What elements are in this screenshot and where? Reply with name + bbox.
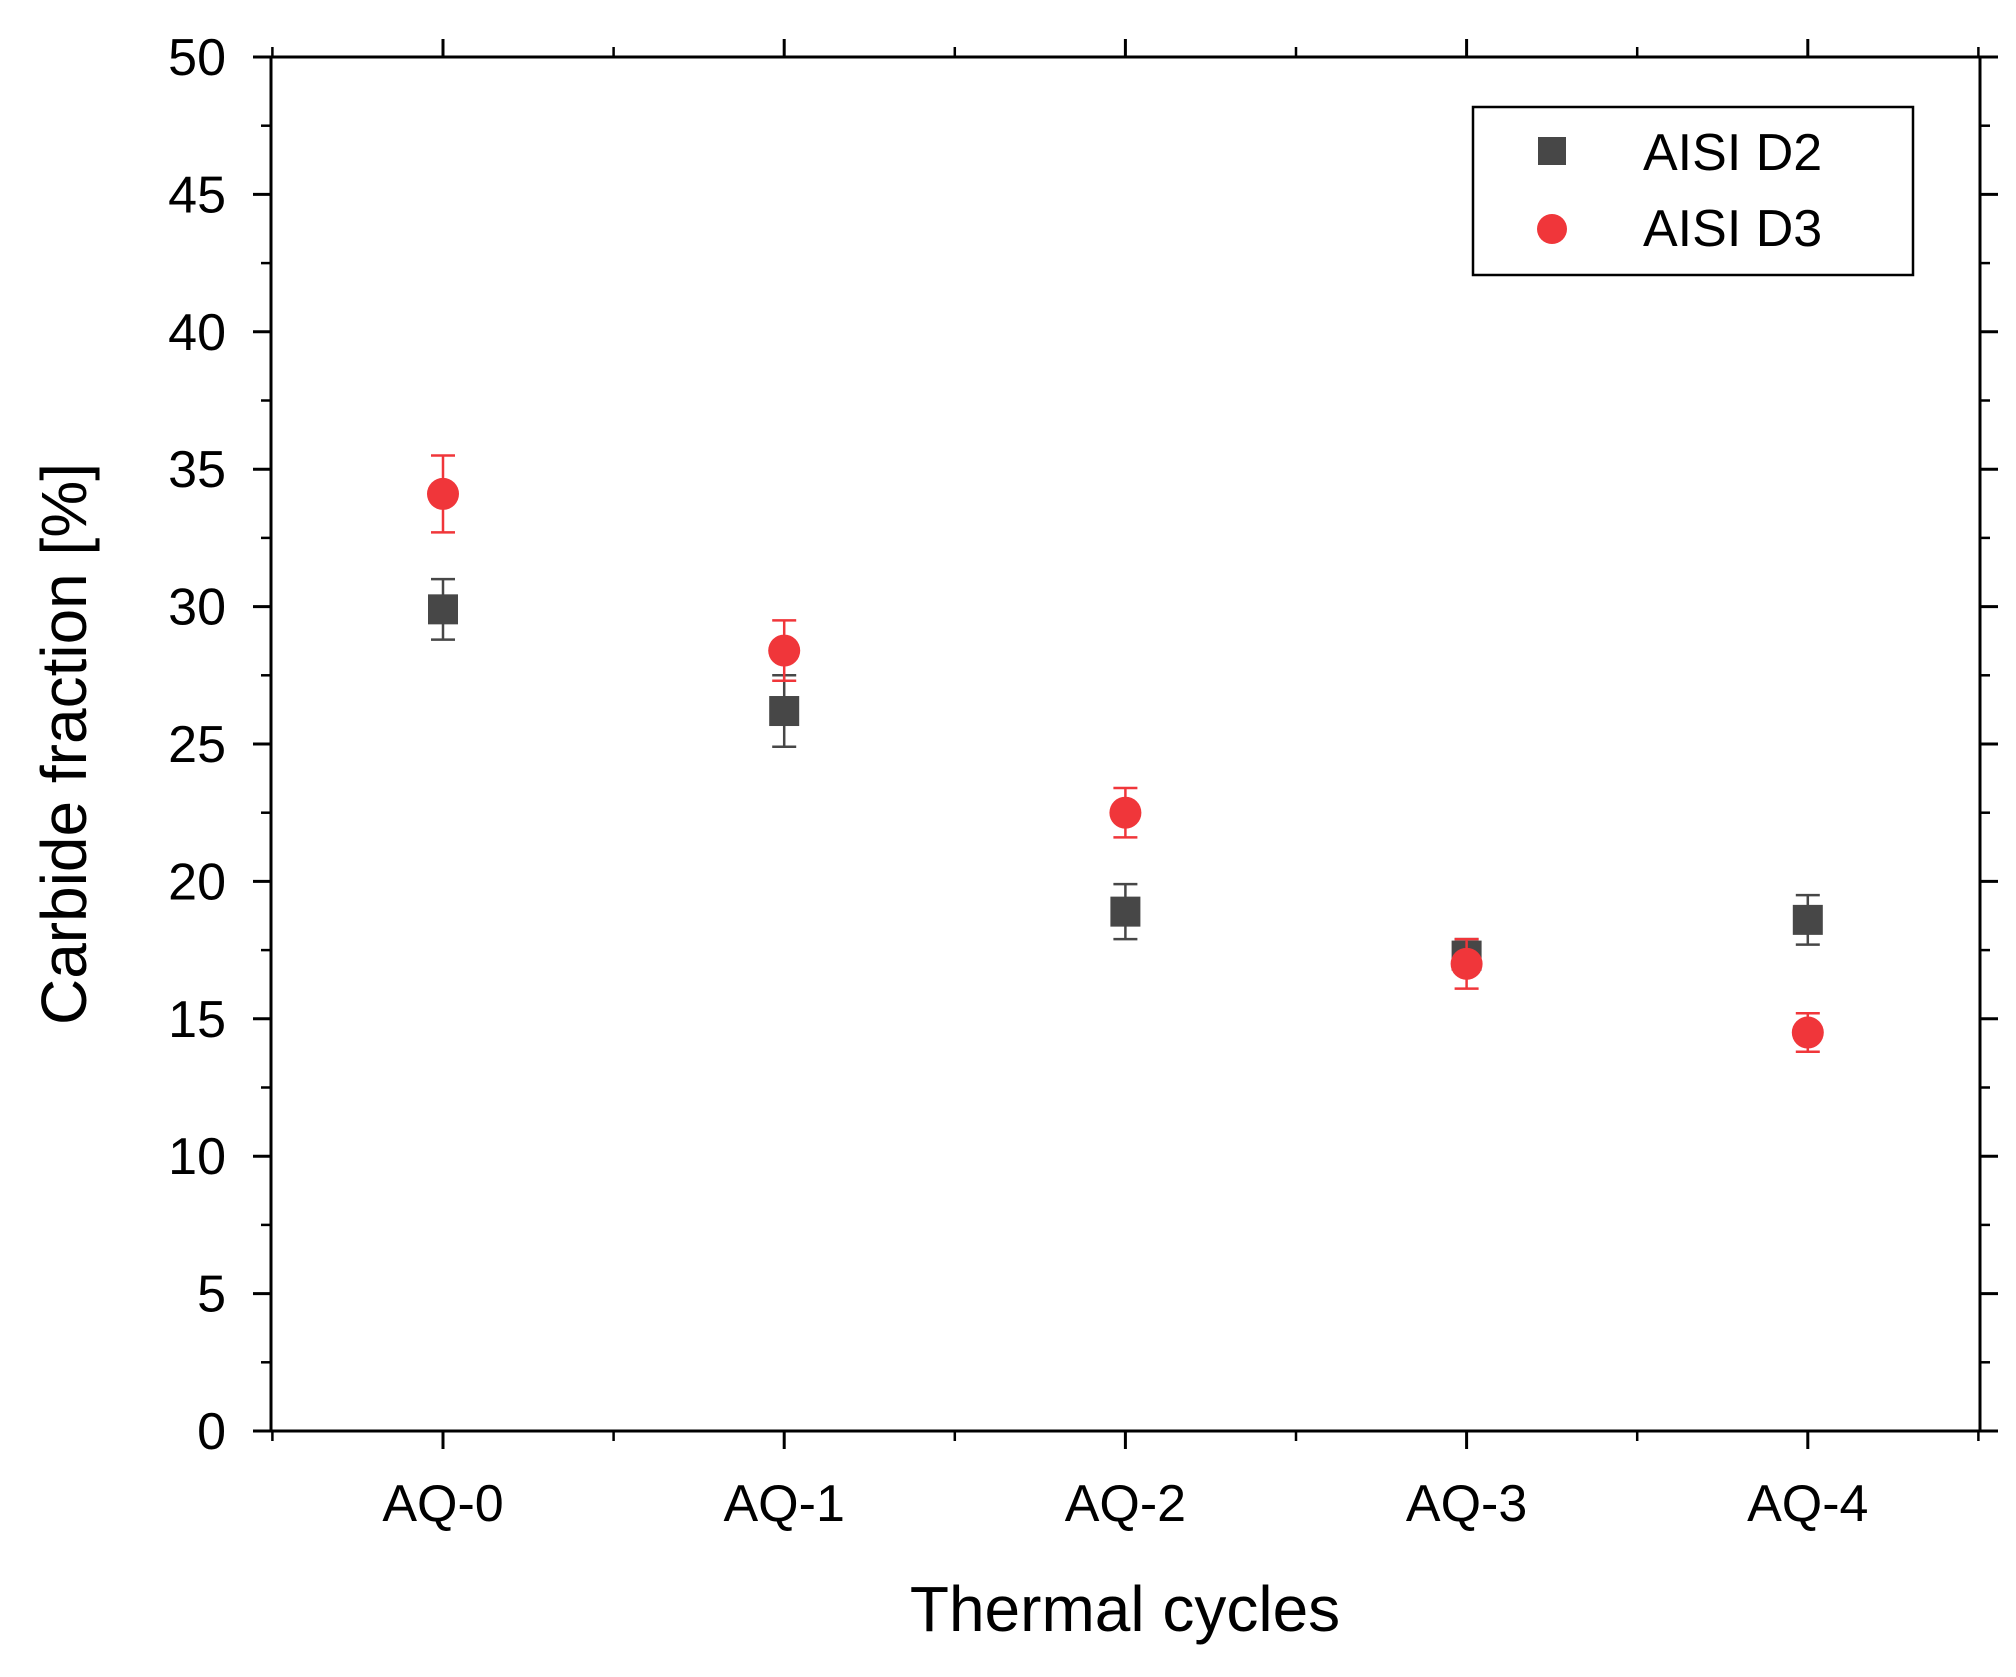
x-axis-title: Thermal cycles — [910, 1573, 1340, 1645]
y-tick-label-45: 45 — [168, 166, 226, 224]
series-layer — [427, 454, 1824, 1054]
y-tick-label-35: 35 — [168, 441, 226, 499]
legend-label-aisi-d2: AISI D2 — [1643, 124, 1822, 182]
point-aisi-d2-AQ-4 — [1792, 904, 1823, 935]
x-axis-ticks: AQ-0 AQ-1 AQ-2 AQ-3 AQ-4 — [271, 39, 1980, 1533]
y-tick-label-15: 15 — [168, 991, 226, 1049]
x-tick-label-AQ-1: AQ-1 — [724, 1475, 845, 1533]
point-aisi-d3-AQ-0 — [427, 477, 459, 510]
y-tick-label-10: 10 — [168, 1128, 226, 1186]
x-tick-label-AQ-4: AQ-4 — [1747, 1475, 1868, 1533]
point-aisi-d2-AQ-0 — [428, 594, 458, 625]
series-aisi-d2 — [428, 577, 1823, 974]
y-axis-title: Carbide fraction [%] — [28, 463, 100, 1025]
point-aisi-d3-AQ-2 — [1109, 796, 1142, 829]
point-aisi-d3-AQ-1 — [768, 634, 801, 667]
y-axis-ticks: 0 5 10 15 20 25 30 35 40 45 50 — [168, 29, 1998, 1461]
legend-marker-aisi-d3 — [1537, 214, 1567, 244]
y-tick-label-30: 30 — [168, 579, 226, 637]
legend: AISI D2 AISI D3 — [1471, 105, 1915, 277]
legend-label-aisi-d3: AISI D3 — [1643, 200, 1822, 258]
point-aisi-d3-AQ-3 — [1450, 947, 1483, 980]
x-tick-label-AQ-2: AQ-2 — [1065, 1475, 1186, 1533]
y-tick-label-20: 20 — [168, 853, 226, 911]
point-aisi-d2-AQ-1 — [769, 696, 800, 727]
y-tick-label-25: 25 — [168, 716, 226, 774]
y-tick-label-0: 0 — [197, 1403, 226, 1461]
y-tick-label-5: 5 — [197, 1266, 226, 1324]
x-tick-label-AQ-3: AQ-3 — [1406, 1475, 1527, 1533]
x-tick-label-AQ-0: AQ-0 — [382, 1475, 503, 1533]
point-aisi-d2-AQ-2 — [1110, 896, 1141, 927]
y-tick-label-50: 50 — [168, 29, 226, 87]
legend-marker-aisi-d2 — [1538, 137, 1566, 165]
legend-box — [1471, 105, 1915, 277]
point-aisi-d3-AQ-4 — [1791, 1016, 1824, 1049]
series-aisi-d3 — [427, 454, 1824, 1054]
y-tick-label-40: 40 — [168, 304, 226, 362]
